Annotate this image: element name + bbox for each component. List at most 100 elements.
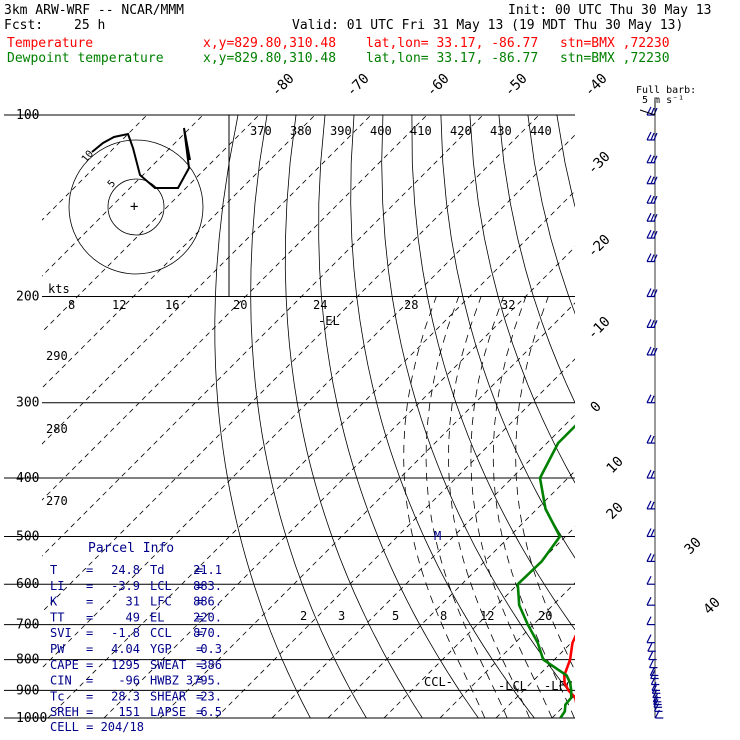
wind-barb-flag xyxy=(653,213,658,222)
wind-barb-flag xyxy=(653,254,658,262)
wind-barb-flag xyxy=(653,347,658,356)
wind-barb-flag xyxy=(646,229,652,239)
isotherm xyxy=(664,115,740,718)
hodograph-ring-label: 5 xyxy=(106,178,118,190)
isotherm-label: -50 xyxy=(502,71,531,100)
parcel-value: 3795. xyxy=(186,674,222,688)
valid-time: Valid: 01 UTC Fri 31 May 13 (19 MDT Thu … xyxy=(292,18,684,33)
pressure-tick-label: 300 xyxy=(16,396,39,411)
theta-label: 400 xyxy=(370,124,392,138)
wind-barb-flag xyxy=(649,667,655,676)
dew-xy: x,y=829.80,310.48 xyxy=(203,51,337,66)
parcel-eq: = xyxy=(196,689,203,703)
forecast-label: Fcst: xyxy=(4,18,44,33)
wind-barb-flag xyxy=(646,500,652,510)
parcel-eq: = xyxy=(86,626,93,640)
wind-barb-flag xyxy=(650,670,656,679)
wind-barb-flag xyxy=(646,616,652,625)
parcel-value: 0.3 xyxy=(200,642,222,656)
parcel-cell: CELL = 204/18 xyxy=(50,720,144,734)
parcel-eq: = xyxy=(196,626,203,640)
parcel-eq: = xyxy=(196,610,203,624)
temp-xy: x,y=829.80,310.48 xyxy=(203,36,337,51)
parcel-key: Tc xyxy=(50,689,64,703)
parcel-eq: = xyxy=(196,658,203,672)
parcel-key: SREH xyxy=(50,705,79,719)
wind-barb-flag xyxy=(646,553,652,562)
isotherm xyxy=(47,190,575,718)
wind-barb-flag xyxy=(646,253,652,262)
isotherm-label: 10 xyxy=(604,454,627,477)
el-label: -EL xyxy=(318,314,340,328)
theta-label: 370 xyxy=(250,124,272,138)
parcel-value: 1295 xyxy=(111,658,140,672)
wind-barb-flag xyxy=(650,320,655,328)
parcel-key: TT xyxy=(50,610,64,624)
dry-adiabat xyxy=(731,115,740,718)
wind-barb-flag xyxy=(651,685,657,694)
isotherm xyxy=(720,115,740,718)
parcel-value: -3.9 xyxy=(111,579,140,593)
wind-barb-flag xyxy=(653,289,658,297)
isotherm-label: -30 xyxy=(585,149,614,178)
parcel-key: SHEAR xyxy=(150,689,187,703)
wind-barb-flag xyxy=(650,176,655,184)
dry-adiabat xyxy=(556,115,575,208)
dry-adiabat xyxy=(702,115,740,718)
wind-barb-flag xyxy=(651,682,657,691)
wind-barb-flag xyxy=(646,596,652,606)
pressure-tick-label: 800 xyxy=(16,653,39,668)
dry-adiabat xyxy=(673,115,740,718)
wind-barb-flag xyxy=(650,195,655,204)
barb-legend-glyph xyxy=(639,100,656,116)
parcel-eq: = xyxy=(196,595,203,609)
mixing-ratio-label: 8 xyxy=(440,609,447,623)
forecast-hours: 25 h xyxy=(74,18,106,33)
parcel-value: 6.5 xyxy=(200,705,222,719)
parcel-value: 4.04 xyxy=(111,642,140,656)
temp-latlon: lat,lon= 33.17, -86.77 xyxy=(366,36,539,51)
parcel-key: T xyxy=(50,563,57,577)
wind-barb-flag xyxy=(646,131,652,141)
parcel-eq: = xyxy=(86,689,93,703)
wind-barb-flag xyxy=(653,230,658,239)
parcel-key: EL xyxy=(150,610,164,624)
wind-barb-flag xyxy=(650,395,655,403)
hodograph-center: + xyxy=(130,199,138,215)
parcel-eq: = xyxy=(86,610,93,624)
dry-adiabat xyxy=(586,115,740,718)
wind-barb-flag xyxy=(646,194,652,204)
legend-temperature: Temperature xyxy=(7,36,94,51)
parcel-eq: = xyxy=(86,705,93,719)
parcel-value: 28.3 xyxy=(111,689,140,703)
parcel-eq: = xyxy=(196,674,203,688)
wind-barb-flag xyxy=(646,106,652,116)
parcel-value: 886. xyxy=(193,595,222,609)
parcel-eq: = xyxy=(86,642,93,656)
wind-barb-flag xyxy=(650,289,655,297)
wind-barb-flag xyxy=(650,347,655,356)
dry-adiabat xyxy=(250,115,367,718)
wind-barb-flag xyxy=(653,195,658,204)
pressure-tick-label: 1000 xyxy=(16,711,47,726)
isotherm xyxy=(608,115,740,718)
isotherm xyxy=(439,582,575,718)
parcel-value: -96 xyxy=(118,674,140,688)
wind-barb-flag xyxy=(646,288,652,297)
wind-barb-flag xyxy=(646,528,652,537)
wind-barb-flag xyxy=(650,254,655,262)
theta-label: 380 xyxy=(290,124,312,138)
isotherm-label: -80 xyxy=(269,71,298,100)
wind-barb-flag xyxy=(653,699,659,708)
theta-label: 420 xyxy=(450,124,472,138)
isotherm xyxy=(103,246,575,718)
pressure-tick-label: 600 xyxy=(16,577,39,592)
init-time: Init: 00 UTC Thu 30 May 13 xyxy=(508,3,712,18)
pressure-tick-label: 100 xyxy=(16,108,39,123)
parcel-key: CAPE xyxy=(50,658,79,672)
parcel-eq: = xyxy=(196,705,203,719)
wind-barb-flag xyxy=(646,469,652,479)
moist-adiabat xyxy=(403,296,486,718)
parcel-eq: = xyxy=(86,658,93,672)
